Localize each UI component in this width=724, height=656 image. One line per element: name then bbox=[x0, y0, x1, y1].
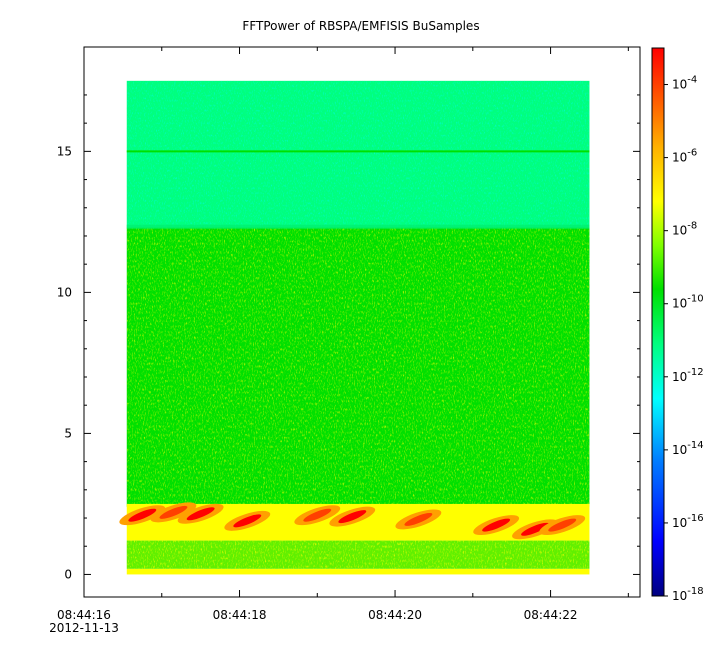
chart-title: FFTPower of RBSPA/EMFISIS BuSamples bbox=[242, 19, 479, 33]
burst-mark bbox=[329, 506, 376, 527]
x-tick-date: 2012-11-13 bbox=[49, 621, 119, 635]
y-tick-label: 10 bbox=[57, 285, 72, 299]
burst-mark bbox=[395, 509, 442, 530]
spectrogram-image bbox=[119, 80, 590, 575]
colorbar-tick-label: 10-14 bbox=[672, 440, 704, 457]
burst-mark bbox=[150, 502, 197, 523]
colorbar-axis: 10-4 10-6 10-8 10-10 10-12 10-14 10-16 10-18 bbox=[664, 75, 704, 603]
colorbar-tick-label: 10-16 bbox=[672, 513, 704, 530]
y-axis: 0 5 10 15 bbox=[57, 94, 640, 581]
spectrogram-noise bbox=[126, 540, 590, 569]
x-tick-label: 08:44:22 bbox=[524, 608, 578, 622]
spectrogram-band bbox=[126, 568, 590, 575]
burst-mark bbox=[177, 503, 224, 524]
burst-mark bbox=[119, 505, 166, 526]
burst-mark bbox=[473, 515, 520, 536]
y-tick-label: 15 bbox=[57, 144, 72, 158]
colorbar-tick-label: 10-8 bbox=[672, 221, 697, 238]
y-tick-label: 5 bbox=[64, 426, 72, 440]
x-tick-label: 08:44:18 bbox=[213, 608, 267, 622]
spectrogram-noise bbox=[126, 227, 590, 507]
colorbar-tick-label: 10-4 bbox=[672, 75, 697, 92]
x-tick-label: 08:44:20 bbox=[368, 608, 422, 622]
colorbar-tick-label: 10-10 bbox=[672, 294, 704, 311]
burst-mark bbox=[512, 519, 558, 540]
burst-mark bbox=[539, 515, 586, 536]
x-tick-label: 08:44:16 bbox=[57, 608, 111, 622]
burst-mark bbox=[294, 505, 341, 526]
colorbar-tick-label: 10-12 bbox=[672, 367, 704, 384]
colorbar bbox=[651, 47, 665, 597]
colorbar-tick-label: 10-18 bbox=[672, 586, 704, 603]
spectrogram-noise bbox=[126, 80, 590, 228]
spectrogram-band bbox=[126, 224, 590, 229]
y-tick-label: 0 bbox=[64, 567, 72, 581]
burst-mark bbox=[224, 510, 271, 531]
colorbar-tick-label: 10-6 bbox=[672, 148, 697, 165]
